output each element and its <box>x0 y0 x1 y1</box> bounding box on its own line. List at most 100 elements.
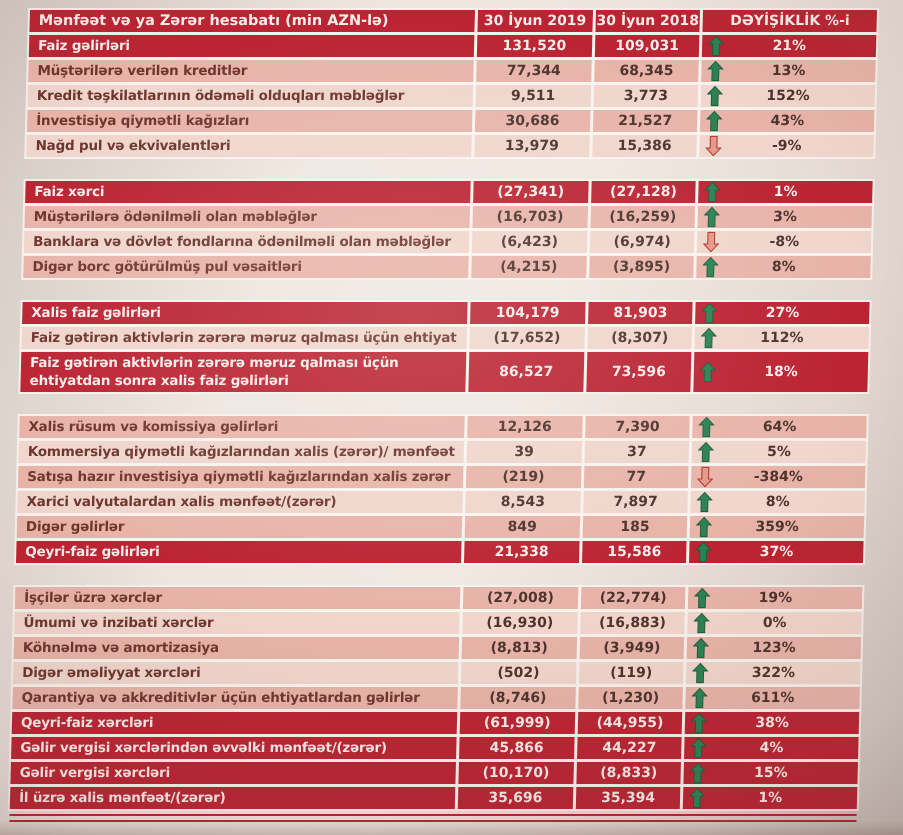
change-percent: 322% <box>751 665 796 681</box>
up-arrow-icon <box>689 787 706 809</box>
row-label: Digər gəlirlər <box>16 516 463 538</box>
value-2019: 45,866 <box>458 737 575 759</box>
change-percent: 19% <box>758 590 793 606</box>
table-row: Kredit təşkilatlarının ödəməli olduqları… <box>27 85 876 107</box>
table-body: Faiz gəlirləri 131,520 109,031 21% Müştə… <box>9 35 877 809</box>
value-2019: 86,527 <box>468 352 585 392</box>
change-cell: 8% <box>696 256 871 278</box>
change-percent: 611% <box>750 690 795 706</box>
up-arrow-icon <box>694 587 711 609</box>
value-2019: (4,215) <box>471 256 587 278</box>
table-row: Faiz gətirən aktivlərin zərərə məruz qal… <box>20 352 869 392</box>
up-arrow-icon <box>693 612 711 634</box>
change-percent: 5% <box>766 444 792 460</box>
table-row: Ümumi və inzibati xərclər (16,930) (16,8… <box>14 612 862 634</box>
row-label: İşçilər üzrə xərclər <box>14 587 461 609</box>
value-2019: 9,511 <box>475 85 591 107</box>
change-percent: 13% <box>771 63 806 79</box>
table-row: Faiz gətirən aktivlərin zərərə məruz qal… <box>21 327 869 349</box>
row-label: İl üzrə xalis mənfəət/(zərər) <box>9 787 456 809</box>
row-label: Satışa hazır investisiya qiymətli kağızl… <box>17 466 464 488</box>
value-2019: (8,746) <box>460 687 576 709</box>
change-percent: 8% <box>765 494 790 510</box>
up-arrow-icon <box>707 60 725 82</box>
change-percent: 112% <box>760 330 804 346</box>
change-percent: 15% <box>753 765 788 781</box>
profit-loss-table: Mənfəət və ya Zərər hesabatı (min AZN-lə… <box>9 10 877 822</box>
table-row: Digər gəlirlər 849 185 359% <box>16 516 865 538</box>
change-cell: 359% <box>690 516 865 538</box>
header-col-2019: 30 İyun 2019 <box>477 10 593 32</box>
change-cell: 18% <box>693 352 869 392</box>
table-row: Faiz xərci (27,341) (27,128) 1% <box>25 181 873 203</box>
section-gap <box>15 566 862 584</box>
change-cell: 38% <box>685 712 860 734</box>
table-row: Qeyri-faiz xərcləri (61,999) (44,955) 38… <box>11 712 860 734</box>
up-arrow-icon <box>695 541 713 563</box>
change-percent: 4% <box>759 740 784 756</box>
value-2018: (27,128) <box>590 181 697 203</box>
table-row: Xalis rüsum və komissiya gəlirləri 12,12… <box>19 416 867 438</box>
table-row: Faiz gəlirləri 131,520 109,031 21% <box>28 35 877 57</box>
value-2018: 15,386 <box>591 135 698 157</box>
value-2018: 185 <box>582 516 688 538</box>
value-2019: (502) <box>460 662 577 684</box>
value-2019: 13,979 <box>474 135 590 157</box>
value-2018: (8,833) <box>576 762 682 784</box>
up-arrow-icon <box>706 85 724 107</box>
table-row: Gəlir vergisi xərcləri (10,170) (8,833) … <box>10 762 858 784</box>
value-2019: 12,126 <box>467 416 583 438</box>
value-2018: 7,390 <box>584 416 691 438</box>
value-2018: 3,773 <box>593 85 699 107</box>
value-2018: (16,259) <box>590 206 696 228</box>
up-arrow-icon <box>691 712 708 734</box>
table-row: Qeyri-faiz gəlirləri 21,338 15,586 37% <box>16 541 864 563</box>
change-cell: 1% <box>698 181 873 203</box>
value-2018: 21,527 <box>592 110 698 132</box>
change-cell: 1% <box>683 787 858 809</box>
value-2019: 104,179 <box>470 302 586 324</box>
value-2018: 73,596 <box>586 352 692 392</box>
change-cell: 27% <box>695 302 870 324</box>
down-arrow-icon <box>705 135 723 157</box>
up-arrow-icon <box>703 206 721 228</box>
change-cell: 611% <box>685 687 860 709</box>
change-percent: 18% <box>764 364 799 380</box>
up-arrow-icon <box>696 516 713 538</box>
change-percent: 37% <box>759 544 794 560</box>
change-percent: 3% <box>772 209 798 225</box>
value-2019: 77,344 <box>476 60 592 82</box>
change-percent: 152% <box>766 88 810 104</box>
table-row: Köhnəlmə və amortizasiya (8,813) (3,949)… <box>13 637 862 659</box>
value-2019: 131,520 <box>476 35 593 57</box>
value-2018: 15,586 <box>581 541 687 563</box>
up-arrow-icon <box>699 361 717 383</box>
row-label: Banklara və dövlət fondlarına ödənilməli… <box>23 231 470 253</box>
row-label: Ümumi və inzibati xərclər <box>14 612 460 634</box>
table-row: Xarici valyutalardan xalis mənfəət/(zərə… <box>17 491 865 513</box>
row-label: Kommersiya qiymətli kağızlarından xalis … <box>18 441 465 463</box>
up-arrow-icon <box>697 441 715 463</box>
change-cell: 3% <box>697 206 873 228</box>
change-percent: 0% <box>762 615 787 631</box>
row-label: Gəlir vergisi xərclərindən əvvəlki mənfə… <box>11 737 457 759</box>
up-arrow-icon <box>696 491 714 513</box>
table-row: İşçilər üzrə xərclər (27,008) (22,774) 1… <box>14 587 863 609</box>
value-2019: 849 <box>464 516 580 538</box>
value-2018: (3,895) <box>588 256 695 278</box>
change-percent: -384% <box>753 469 804 485</box>
change-percent: 64% <box>762 419 797 435</box>
change-cell: 152% <box>700 85 876 107</box>
value-2018: (1,230) <box>577 687 684 709</box>
change-cell: 123% <box>686 637 862 659</box>
value-2018: 37 <box>584 441 690 463</box>
change-percent: 43% <box>770 113 805 129</box>
value-2018: 35,394 <box>575 787 681 809</box>
up-arrow-icon <box>698 416 716 438</box>
table-row: Banklara və dövlət fondlarına ödənilməli… <box>23 231 872 253</box>
row-label: Faiz gətirən aktivlərin zərərə məruz qal… <box>20 352 467 392</box>
row-label: Müştərilərə verilən kreditlər <box>28 60 474 82</box>
change-percent: -9% <box>771 138 802 154</box>
value-2018: 7,897 <box>582 491 689 513</box>
value-2019: 39 <box>466 441 582 463</box>
